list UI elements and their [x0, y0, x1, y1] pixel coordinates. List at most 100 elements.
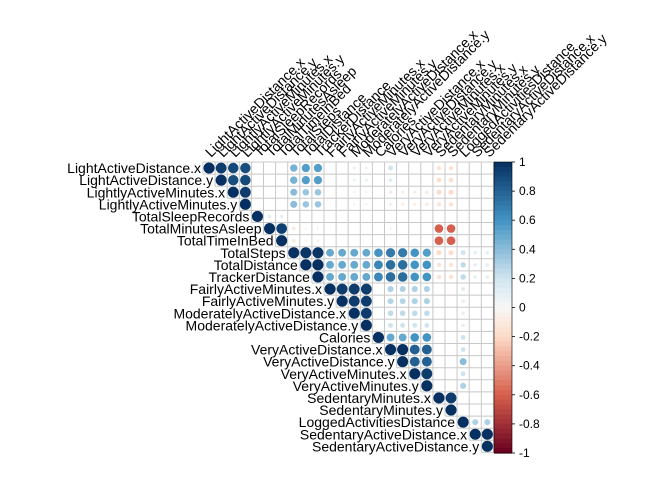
- colorbar-segment: [494, 351, 512, 357]
- colorbar-segment: [494, 380, 512, 386]
- colorbar-segment: [494, 370, 512, 376]
- correlation-circle: [461, 311, 465, 316]
- correlation-circle: [360, 295, 372, 307]
- colorbar-tick-label: -1: [519, 446, 530, 460]
- correlation-circle: [448, 177, 454, 183]
- correlation-circle: [421, 368, 433, 380]
- correlation-circle: [485, 263, 490, 267]
- correlation-circle: [348, 283, 360, 295]
- correlation-circle: [316, 227, 320, 230]
- correlation-circle: [301, 163, 310, 173]
- correlation-circle: [350, 260, 359, 269]
- colorbar-segment: [494, 249, 512, 255]
- correlation-circle: [423, 298, 430, 305]
- correlation-circle: [364, 166, 368, 170]
- row-label: VeryActiveMinutes.y: [293, 378, 419, 394]
- correlation-circle: [312, 271, 324, 283]
- correlation-circle: [397, 260, 408, 270]
- correlation-circle: [290, 200, 298, 208]
- colorbar-segment: [494, 297, 512, 304]
- correlation-circle: [239, 186, 251, 198]
- correlation-circle: [290, 164, 298, 172]
- correlation-circle: [338, 273, 347, 281]
- correlation-circle: [326, 248, 334, 257]
- correlation-circle: [421, 380, 433, 392]
- correlation-circle: [215, 162, 227, 174]
- correlation-circle: [481, 440, 493, 452]
- correlation-circle: [409, 344, 420, 355]
- correlation-circle: [410, 272, 420, 282]
- correlation-circle: [385, 248, 396, 258]
- correlation-circle: [422, 248, 431, 257]
- correlation-circle: [445, 392, 457, 404]
- colorbar-segment: [494, 341, 512, 347]
- correlation-circle: [338, 260, 347, 269]
- colorbar-segment: [494, 215, 512, 221]
- correlation-circle: [300, 247, 312, 259]
- correlation-circle: [326, 260, 334, 269]
- correlation-circle: [410, 260, 420, 270]
- colorbar-segment: [494, 176, 512, 182]
- correlation-circle: [302, 201, 310, 208]
- correlation-cells: [203, 162, 493, 452]
- correlation-circle: [365, 203, 368, 206]
- correlation-circle: [362, 260, 371, 269]
- correlation-circle: [348, 307, 360, 319]
- row-label: VeryActiveDistance.y: [263, 354, 395, 370]
- correlation-circle: [387, 310, 394, 317]
- colorbar-segment: [494, 312, 512, 318]
- correlation-circle: [422, 260, 432, 270]
- colorbar-tick-label: 0.2: [519, 271, 536, 285]
- correlation-circle: [434, 224, 444, 233]
- correlation-circle: [313, 176, 323, 185]
- colorbar-segment: [494, 268, 512, 275]
- correlation-circle: [291, 238, 296, 243]
- correlation-circle: [350, 248, 359, 257]
- row-label: VeryActiveMinutes.x: [281, 366, 407, 382]
- correlation-circle: [460, 250, 466, 256]
- row-label: VeryActiveDistance.x: [251, 342, 383, 358]
- row-label: TotalSteps: [220, 245, 285, 261]
- correlation-circle: [300, 259, 312, 271]
- correlation-circle: [412, 322, 418, 328]
- colorbar-segment: [494, 443, 512, 449]
- correlation-circle: [473, 250, 478, 255]
- correlation-circle: [338, 248, 347, 257]
- correlation-circle: [410, 248, 420, 258]
- correlation-circle: [421, 344, 432, 355]
- colorbar-segment: [494, 239, 512, 246]
- colorbar-segment: [494, 283, 512, 289]
- row-label: ModeratelyActiveDistance.y: [186, 317, 359, 333]
- correlation-circle: [436, 177, 442, 183]
- colorbar-segment: [494, 254, 512, 260]
- colorbar-segment: [494, 225, 512, 231]
- colorbar-segment: [494, 186, 512, 192]
- correlation-circle: [413, 202, 417, 206]
- correlation-circle: [388, 322, 394, 328]
- correlation-circle: [401, 202, 405, 206]
- colorbar-segment: [494, 399, 512, 406]
- correlation-circle: [251, 210, 263, 222]
- correlation-circle: [457, 416, 469, 428]
- correlation-circle: [398, 248, 408, 258]
- colorbar-tick-label: 0.4: [519, 242, 536, 256]
- correlation-circle: [228, 174, 239, 186]
- correlation-circle: [401, 190, 405, 194]
- colorbar-segment: [494, 448, 512, 454]
- colorbar-segment: [494, 220, 512, 226]
- correlation-circle: [360, 307, 372, 319]
- correlation-circle: [436, 165, 442, 171]
- correlation-circle: [436, 189, 442, 195]
- correlation-circle: [448, 165, 454, 171]
- correlation-circle: [353, 203, 356, 206]
- correlation-circle: [312, 247, 324, 259]
- correlation-circle: [215, 174, 227, 186]
- colorbar-tick-label: 0.8: [519, 184, 536, 198]
- correlation-circle: [316, 239, 320, 242]
- correlation-circle: [324, 283, 336, 295]
- colorbar-segment: [494, 433, 512, 440]
- correlation-circle: [398, 333, 407, 342]
- correlation-circle: [473, 263, 478, 267]
- correlation-circle: [421, 356, 432, 367]
- correlation-circle: [336, 295, 348, 307]
